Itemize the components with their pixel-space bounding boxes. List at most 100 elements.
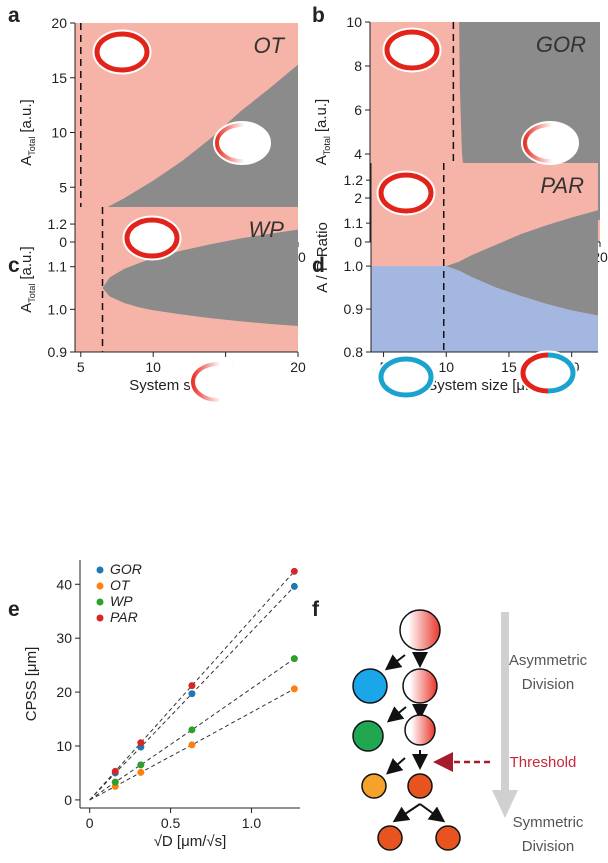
x-axis-label: System size [μm]	[427, 377, 542, 394]
cell	[435, 825, 461, 851]
point	[188, 690, 196, 698]
y-tick-label: 10	[56, 738, 72, 754]
icon	[378, 356, 434, 398]
panel-letter: e	[8, 598, 20, 621]
cell	[352, 668, 388, 704]
region	[446, 210, 598, 316]
y-tick-label: 30	[56, 630, 72, 646]
arrow	[419, 803, 446, 823]
legend-marker	[96, 614, 104, 622]
panel-label: GOR	[536, 32, 586, 57]
x-tick-label: 0.5	[161, 815, 181, 831]
y-label-main: A	[313, 155, 330, 165]
y-tick-label: 15	[51, 70, 67, 86]
legend-marker	[96, 582, 104, 590]
y-label-sub: Total	[27, 137, 37, 156]
y-tick-label: 10	[51, 125, 67, 141]
x-tick-label: 5	[77, 359, 85, 375]
y-label-main: A	[18, 156, 35, 166]
y-tick-label: 4	[354, 146, 362, 162]
icon	[547, 352, 576, 394]
point	[188, 726, 196, 734]
point	[137, 761, 145, 769]
stage-label: Symmetric	[513, 814, 584, 831]
y-tick-label: 1.0	[48, 301, 68, 317]
y-tick-label: 1.2	[344, 172, 364, 188]
y-axis-label: A / P Ratio	[314, 222, 331, 293]
y-label-main: A / P Ratio	[314, 222, 331, 293]
panel-letter: b	[312, 4, 325, 27]
y-tick-label: 0.8	[344, 344, 364, 360]
y-tick-label: 5	[59, 179, 67, 195]
y-label-sub: Total	[322, 136, 332, 155]
y-axis-label: CPSS [μm]	[23, 647, 40, 722]
legend-marker	[96, 566, 104, 574]
y-label-unit: [a.u.]	[313, 99, 330, 132]
cell	[402, 668, 438, 704]
x-tick-label: 0	[86, 815, 94, 831]
y-label-sub: Total	[27, 284, 37, 303]
point	[188, 682, 196, 690]
cell	[377, 825, 403, 851]
y-tick-label: 0.9	[48, 344, 68, 360]
fit-line	[89, 570, 295, 801]
legend-label: OT	[110, 577, 131, 593]
y-tick-label: 20	[51, 15, 67, 31]
point	[111, 778, 119, 786]
arrow	[384, 654, 406, 671]
y-label-main: CPSS [μm]	[23, 647, 40, 722]
x-tick-label: 1.0	[242, 815, 262, 831]
legend-marker	[96, 598, 104, 606]
y-tick-label: 10	[346, 14, 362, 30]
panel-letter: c	[8, 254, 20, 277]
x-tick-label: 20	[290, 359, 306, 375]
legend-label: PAR	[110, 609, 138, 625]
icon	[94, 31, 150, 73]
y-tick-label: 1.0	[344, 258, 364, 274]
x-tick-label: 10	[145, 359, 161, 375]
stage-label: Division	[522, 838, 575, 855]
progress-arrowhead	[492, 790, 518, 818]
icon	[520, 352, 549, 394]
diagram: f Asymmetric Division Threshold Symmetri…	[312, 598, 588, 855]
point	[290, 582, 298, 590]
panel-letter: d	[312, 254, 325, 277]
point	[188, 741, 196, 749]
y-tick-label: 0	[354, 234, 362, 250]
y-label-main: A	[18, 303, 35, 313]
y-tick-label: 0	[64, 792, 72, 808]
icon	[124, 217, 180, 259]
charts: OT510152005101520System size [μm]ATotal[…	[8, 4, 608, 850]
region	[86, 64, 299, 233]
y-tick-label: 6	[354, 102, 362, 118]
icon	[523, 123, 577, 163]
x-tick-label: 15	[501, 359, 517, 375]
point	[290, 567, 298, 575]
panel-letter: a	[8, 4, 20, 27]
y-tick-label: 0.9	[344, 301, 364, 317]
legend-label: GOR	[110, 561, 142, 577]
panel-letter: f	[312, 598, 320, 621]
arrow	[385, 757, 406, 775]
y-tick-label: 20	[56, 684, 72, 700]
panel-label: PAR	[540, 173, 584, 198]
icon	[215, 123, 269, 163]
point	[137, 739, 145, 747]
point	[111, 767, 119, 775]
threshold-label: Threshold	[510, 754, 577, 771]
y-axis-label: ATotal [a.u.]	[313, 99, 332, 165]
arrow	[386, 706, 407, 723]
arrow	[392, 803, 421, 823]
point	[137, 768, 145, 776]
y-tick-label: 1.2	[48, 216, 68, 232]
region	[102, 229, 298, 326]
y-tick-label: 2	[354, 190, 362, 206]
cell	[352, 720, 384, 752]
y-axis-label: ATotal [a.u.]	[18, 99, 37, 165]
cell	[399, 609, 441, 651]
y-tick-label: 0	[59, 234, 67, 250]
axes: 0 0.5 1.0 0 10 20 30 40 √D [μm/√s] CPSS [μm]	[23, 560, 300, 850]
point	[290, 655, 298, 663]
